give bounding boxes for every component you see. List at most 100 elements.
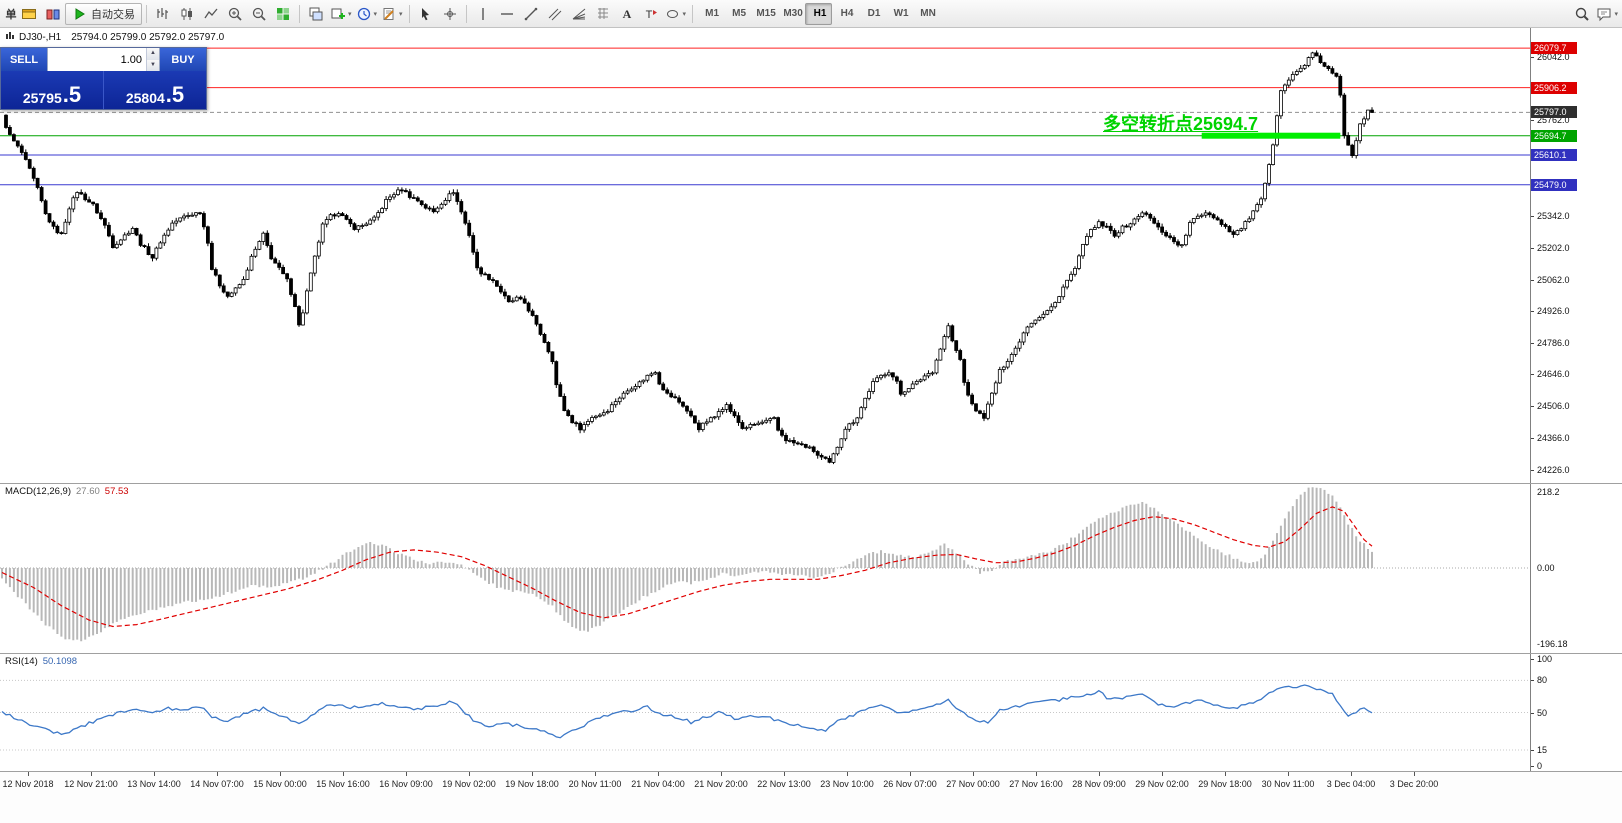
time-tick — [91, 772, 92, 776]
time-tick — [1414, 772, 1415, 776]
vertical-line-button[interactable] — [471, 3, 495, 25]
timeframe-d1-button-label: D1 — [867, 8, 881, 19]
trade-panel-controls: SELL 1.00 ▲ ▼ BUY — [1, 48, 206, 71]
search-icon — [1574, 6, 1590, 22]
volume-down-arrow[interactable]: ▼ — [147, 59, 159, 71]
macd-scale[interactable]: 218.2 0.00 -196.18 — [1530, 484, 1622, 653]
timeframe-h4-button[interactable]: H4 — [832, 3, 859, 25]
text-icon: A — [619, 6, 635, 22]
rsi-svg[interactable] — [0, 654, 1530, 771]
market-watch-button[interactable] — [17, 3, 41, 25]
price-tick — [1531, 470, 1534, 471]
rsi-value: 50.1098 — [42, 656, 78, 667]
cursor-button[interactable] — [414, 3, 438, 25]
text-button[interactable]: A — [615, 3, 639, 25]
panel-divider-3[interactable] — [0, 771, 1622, 772]
time-tick — [1036, 772, 1037, 776]
periods-icon — [356, 6, 372, 22]
rsi-tick — [1531, 766, 1534, 767]
text-label-button[interactable]: T — [639, 3, 663, 25]
time-axis[interactable]: 12 Nov 2018 12 Nov 21:00 13 Nov 14:00 14 No… — [0, 772, 1622, 823]
horizontal-line-button[interactable] — [495, 3, 519, 25]
rsi-tick — [1531, 659, 1534, 660]
arrows-button[interactable]: ▾ — [663, 3, 689, 25]
crosshair-button[interactable] — [438, 3, 462, 25]
time-label: 21 Nov 04:00 — [631, 779, 685, 789]
sell-price[interactable]: 25795.5 — [1, 71, 104, 109]
tile-windows-button[interactable] — [271, 3, 295, 25]
time-label: 21 Nov 20:00 — [694, 779, 748, 789]
panel-divider-1[interactable] — [0, 483, 1622, 484]
timeframe-m30-button-label: M30 — [783, 8, 803, 19]
equidistant-channel-icon — [547, 6, 563, 22]
time-tick — [658, 772, 659, 776]
search-button[interactable] — [1570, 3, 1594, 25]
time-tick — [1099, 772, 1100, 776]
bar-chart-button[interactable] — [151, 3, 175, 25]
sell-button[interactable]: SELL — [1, 48, 47, 71]
volume-input[interactable]: 1.00 ▲ ▼ — [47, 48, 160, 71]
price-chart-plot[interactable] — [0, 28, 1530, 483]
toolbar-separator — [408, 4, 410, 23]
timeframe-d1-button[interactable]: D1 — [859, 3, 886, 25]
rsi-scale[interactable]: 100 80 50 15 0 — [1530, 654, 1622, 771]
navigator-button[interactable] — [41, 3, 65, 25]
rsi-line — [1, 684, 1373, 739]
timeframe-mn-button[interactable]: MN — [913, 3, 940, 25]
buy-button[interactable]: BUY — [160, 48, 206, 71]
volume-value[interactable]: 1.00 — [120, 53, 142, 66]
time-tick — [532, 772, 533, 776]
timeframe-h1-button[interactable]: H1 — [805, 2, 833, 25]
equidistant-channel-button[interactable] — [543, 3, 567, 25]
timeframe-m5-button[interactable]: M5 — [724, 3, 751, 25]
chart-window: 26042.0 25762.0 25342.0 25202.0 25062.0 24926… — [0, 28, 1622, 823]
volume-spinner[interactable]: ▲ ▼ — [146, 48, 159, 71]
timeframe-m15-button[interactable]: M15 — [751, 3, 778, 25]
buy-price[interactable]: 25804.5 — [125, 82, 185, 108]
horizontal-line-icon — [499, 6, 515, 22]
fibonacci-button[interactable] — [567, 3, 591, 25]
time-label: 29 Nov 18:00 — [1198, 779, 1252, 789]
price-tick — [1531, 311, 1534, 312]
price-scale[interactable]: 26042.0 25762.0 25342.0 25202.0 25062.0 24926… — [1530, 28, 1622, 483]
periods-button[interactable]: ▾ — [354, 3, 380, 25]
candlestick-chart-button[interactable] — [175, 3, 199, 25]
toolbar-separator — [692, 4, 694, 23]
macd-svg[interactable] — [0, 484, 1530, 653]
pivot-highlight-bar[interactable] — [1201, 132, 1341, 139]
price-chart-svg[interactable] — [0, 28, 1530, 483]
chat-button[interactable]: ▾ — [1594, 3, 1620, 25]
rsi-plot[interactable] — [0, 654, 1530, 771]
time-label: 27 Nov 16:00 — [1009, 779, 1063, 789]
price-tick — [1531, 406, 1534, 407]
price-tick — [1531, 280, 1534, 281]
zoom-in-button[interactable] — [223, 3, 247, 25]
zoom-out-button[interactable] — [247, 3, 271, 25]
timeframe-m1-button[interactable]: M1 — [697, 3, 724, 25]
panel-divider-2[interactable] — [0, 653, 1622, 654]
price-badge-25906.2: 25906.2 — [1531, 82, 1577, 94]
cascade-windows-button[interactable] — [304, 3, 328, 25]
rsi-tick — [1531, 713, 1534, 714]
new-chart-button[interactable]: ▾ — [328, 3, 354, 25]
trade-panel-prices: 25795.5 25804.5 — [1, 71, 206, 109]
new-order-button[interactable]: 单 — [2, 3, 17, 25]
line-chart-icon — [203, 6, 219, 22]
auto-trading-button[interactable]: 自动交易 — [65, 2, 142, 25]
candlestick-chart-icon — [179, 6, 195, 22]
macd-scale-zero: 0.00 — [1537, 563, 1555, 573]
macd-plot[interactable] — [0, 484, 1530, 653]
trendline-button[interactable] — [519, 3, 543, 25]
price-badge-25610.1: 25610.1 — [1531, 149, 1577, 161]
timeframe-w1-button[interactable]: W1 — [886, 3, 913, 25]
pivot-annotation-text[interactable]: 多空转折点25694.7 — [1103, 114, 1259, 134]
templates-button[interactable]: ▾ — [379, 3, 405, 25]
line-chart-button[interactable] — [199, 3, 223, 25]
volume-up-arrow[interactable]: ▲ — [147, 48, 159, 60]
timeframe-m30-button[interactable]: M30 — [778, 3, 805, 25]
macd-main-value: 27.60 — [76, 486, 100, 497]
price-tick-label: 24506.0 — [1537, 401, 1570, 411]
time-tick — [280, 772, 281, 776]
cycle-lines-button[interactable] — [591, 3, 615, 25]
